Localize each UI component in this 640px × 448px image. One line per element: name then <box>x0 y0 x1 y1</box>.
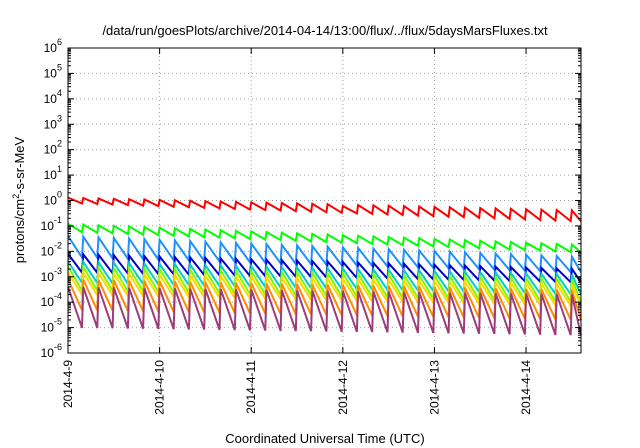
x-tick-label: 2014-4-12 <box>336 360 350 415</box>
x-tick-label: 2014-4-11 <box>244 360 258 414</box>
y-tick-label: 10-2 <box>41 240 62 258</box>
y-tick-label: 10-3 <box>41 266 62 284</box>
y-tick-label: 101 <box>44 164 62 182</box>
y-axis-label-sup: 2 <box>11 194 21 199</box>
y-tick-label: 102 <box>44 139 62 157</box>
grid-lines <box>68 48 581 353</box>
x-axis-label: Coordinated Universal Time (UTC) <box>225 431 424 446</box>
y-axis-label-pre: protons/cm <box>12 199 27 263</box>
series-group <box>67 196 582 336</box>
y-axis-label-post: -s-sr-MeV <box>12 136 27 193</box>
series-line-9 <box>67 286 582 336</box>
y-tick-label: 103 <box>44 113 62 131</box>
series-line-1 <box>67 196 582 224</box>
series-line-3 <box>67 233 582 275</box>
y-tick-label: 104 <box>44 88 62 106</box>
y-tick-label: 10-4 <box>41 291 62 309</box>
y-axis-label: protons/cm2-s-sr-MeV <box>11 136 27 263</box>
chart-title: /data/run/goesPlots/archive/2014-04-14/1… <box>102 23 548 38</box>
x-tick-label: 2014-4-9 <box>61 360 75 408</box>
x-tick-label: 2014-4-14 <box>519 360 533 415</box>
y-tick-label: 10-5 <box>41 317 62 335</box>
y-tick-label: 100 <box>44 190 62 208</box>
y-tick-labels: 10-6 10-5 10-4 10-3 10-2 10-1 100 101 102 103 104 1… <box>41 37 62 360</box>
y-tick-label: 10-6 <box>41 342 62 360</box>
x-tick-label: 2014-4-10 <box>153 360 167 415</box>
y-tick-label: 10-1 <box>41 215 62 233</box>
y-tick-label: 105 <box>44 62 62 80</box>
x-tick-label: 2014-4-13 <box>427 360 441 415</box>
axis-ticks <box>67 47 581 354</box>
x-tick-labels: 2014-4-9 2014-4-10 2014-4-11 2014-4-12 2014-… <box>61 360 533 415</box>
y-tick-label: 106 <box>44 37 62 55</box>
series-line-2 <box>67 222 582 254</box>
